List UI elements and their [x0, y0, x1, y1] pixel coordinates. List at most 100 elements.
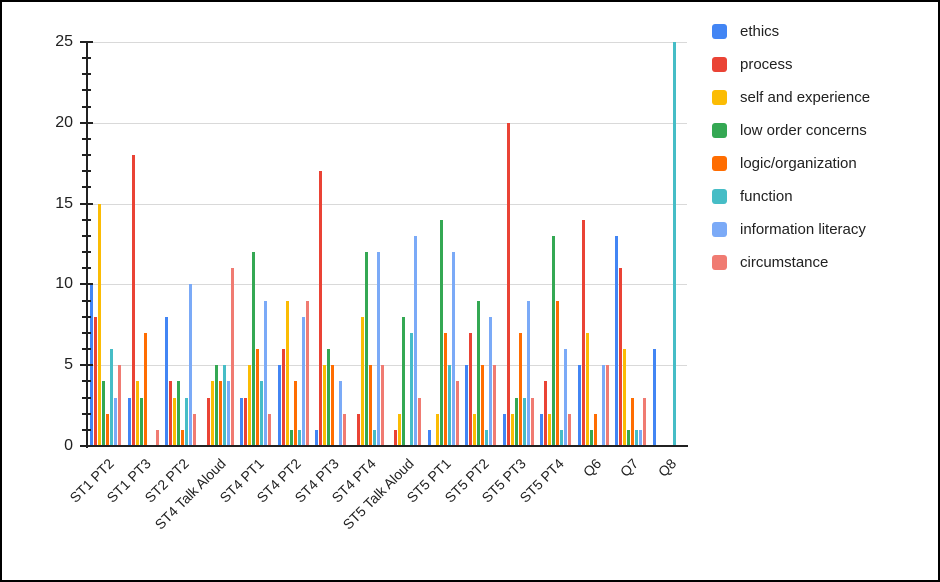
y-axis-minor-tick — [82, 380, 91, 383]
bar — [477, 300, 481, 446]
y-axis-minor-tick — [82, 267, 91, 270]
legend-label: ethics — [740, 23, 780, 40]
bar — [189, 284, 193, 446]
bar — [143, 332, 147, 446]
bar — [327, 349, 331, 446]
bar — [285, 300, 289, 446]
bar — [564, 349, 568, 446]
bar — [315, 429, 319, 446]
bar — [447, 365, 451, 446]
gridline — [87, 122, 687, 124]
y-axis-major-tick — [80, 202, 93, 205]
bar — [173, 397, 177, 446]
y-axis-minor-tick — [82, 331, 91, 334]
legend-label: self and experience — [740, 89, 871, 106]
bar — [427, 429, 431, 446]
bar — [560, 429, 564, 446]
bar — [372, 429, 376, 446]
bar — [581, 219, 585, 446]
bar — [118, 365, 122, 446]
bar — [210, 381, 214, 446]
bar — [589, 429, 593, 446]
bar — [489, 316, 493, 446]
bar — [244, 397, 248, 446]
y-axis-minor-tick — [82, 396, 91, 399]
legend-item: information literacy — [712, 221, 870, 238]
bar — [439, 219, 443, 446]
gridline — [87, 42, 687, 43]
bar — [94, 316, 98, 446]
y-axis-tick-label: 20 — [55, 113, 73, 131]
y-axis-major-tick — [80, 121, 93, 124]
bar — [473, 413, 477, 446]
bar — [568, 413, 572, 446]
y-axis-minor-tick — [82, 218, 91, 221]
y-axis-minor-tick — [82, 73, 91, 76]
bar — [526, 300, 530, 446]
legend-swatch — [712, 222, 727, 237]
bar — [252, 252, 256, 446]
bar — [631, 397, 635, 446]
bar — [451, 252, 455, 446]
bar — [248, 365, 252, 446]
bar — [185, 397, 189, 446]
bar — [281, 349, 285, 446]
legend-item: process — [712, 56, 870, 73]
x-axis-category-label: Q6 — [579, 455, 604, 480]
y-axis-line — [86, 42, 88, 448]
y-axis-minor-tick — [82, 89, 91, 92]
legend-swatch — [712, 123, 727, 138]
bar — [540, 413, 544, 446]
gridline — [87, 203, 687, 205]
y-axis-minor-tick — [82, 348, 91, 351]
bar — [465, 365, 469, 446]
gridline — [87, 284, 687, 286]
bar — [339, 381, 343, 446]
y-axis-minor-tick — [82, 154, 91, 157]
bar — [268, 413, 272, 446]
bar — [635, 429, 639, 446]
bar — [260, 381, 264, 446]
bar — [289, 429, 293, 446]
bar — [585, 332, 589, 446]
bar — [127, 397, 131, 446]
bar — [605, 365, 609, 446]
bar — [356, 413, 360, 446]
bar — [110, 349, 114, 446]
y-axis-major-tick — [80, 283, 93, 286]
y-axis-tick-label: 10 — [55, 275, 73, 293]
bar — [293, 381, 297, 446]
bar — [530, 397, 534, 446]
bar — [418, 397, 422, 446]
y-axis-tick-label: 15 — [55, 194, 73, 212]
bar — [502, 413, 506, 446]
y-axis-minor-tick — [82, 299, 91, 302]
bar — [510, 413, 514, 446]
y-axis-minor-tick — [82, 234, 91, 237]
bar — [414, 235, 418, 446]
y-axis-tick-label: 5 — [64, 356, 73, 374]
y-axis-minor-tick — [82, 57, 91, 60]
bar — [106, 413, 110, 446]
y-axis-minor-tick — [82, 186, 91, 189]
bar — [256, 349, 260, 446]
x-axis-category-label: Q7 — [616, 455, 642, 480]
bar — [577, 365, 581, 446]
legend-item: ethics — [712, 23, 870, 40]
bar — [181, 429, 185, 446]
legend-label: circumstance — [740, 254, 829, 271]
legend-label: logic/organization — [740, 155, 857, 172]
bar — [410, 332, 414, 446]
y-axis-tick-label: 25 — [55, 33, 73, 50]
legend-swatch — [712, 255, 727, 270]
x-axis-category-label: Q8 — [654, 455, 679, 480]
y-axis-minor-tick — [82, 315, 91, 318]
bar — [552, 235, 556, 446]
legend-label: information literacy — [740, 221, 866, 238]
bar — [522, 397, 526, 446]
bar — [514, 397, 518, 446]
bar — [114, 397, 118, 446]
bar — [615, 235, 619, 446]
bar — [481, 365, 485, 446]
x-axis-line — [86, 445, 688, 447]
